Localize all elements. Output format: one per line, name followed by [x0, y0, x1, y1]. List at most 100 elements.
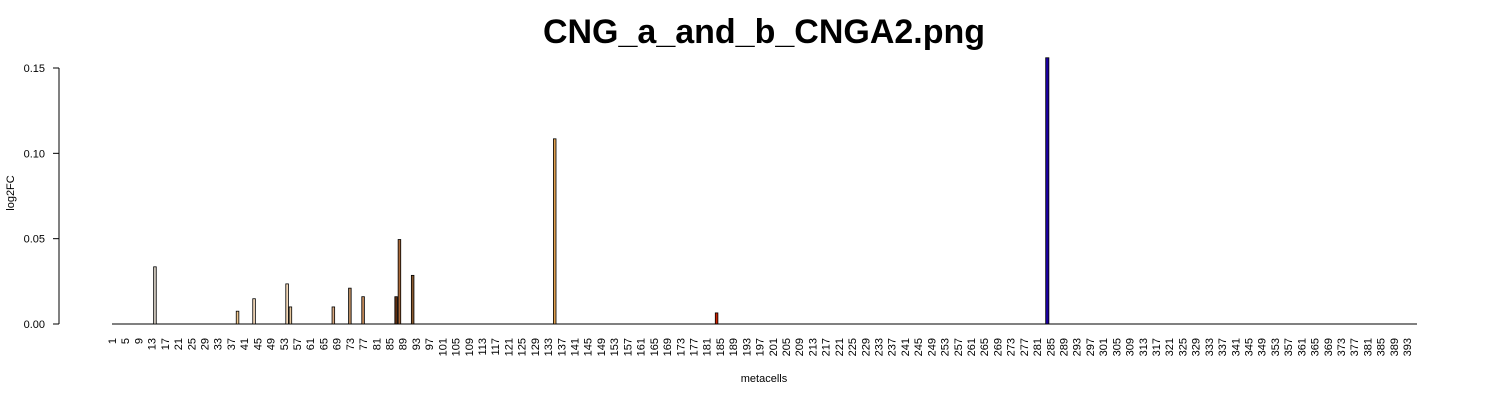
x-tick-label: 113	[477, 338, 489, 356]
x-tick-label: 29	[200, 338, 212, 350]
x-tick-label: 225	[847, 338, 859, 356]
x-tick-label: 25	[186, 338, 198, 350]
chart-title: CNG_a_and_b_CNGA2.png	[543, 13, 985, 51]
x-tick-label: 293	[1072, 338, 1084, 356]
y-tick-label: 0.10	[24, 148, 45, 160]
bars-group	[153, 57, 1050, 325]
x-tick-label: 221	[834, 338, 846, 356]
bar-metacell-68	[331, 306, 336, 325]
x-tick-label: 137	[556, 338, 568, 356]
x-tick-label: 229	[860, 338, 872, 356]
x-tick-label: 205	[781, 338, 793, 356]
x-tick-label: 37	[226, 338, 238, 350]
x-tick-label: 109	[464, 338, 476, 356]
x-tick-label: 253	[940, 338, 952, 356]
x-tick-label: 17	[160, 338, 172, 350]
x-tick-label: 61	[305, 338, 317, 350]
x-tick-label: 93	[411, 338, 423, 350]
x-tick-label: 57	[292, 338, 304, 350]
x-axis-label: metacells	[741, 373, 788, 385]
x-tick-label: 121	[503, 338, 515, 356]
x-tick-label: 301	[1098, 338, 1110, 356]
x-tick-label: 381	[1362, 338, 1374, 356]
x-tick-label: 281	[1032, 338, 1044, 356]
x-tick-label: 309	[1125, 338, 1137, 356]
x-tick-label: 133	[543, 338, 555, 356]
x-tick-label: 213	[807, 338, 819, 356]
x-tick-label: 173	[675, 338, 687, 356]
x-tick-label: 257	[953, 338, 965, 356]
x-tick-label: 277	[1019, 338, 1031, 356]
x-tick-label: 117	[490, 338, 502, 356]
x-tick-label: 73	[345, 338, 357, 350]
x-tick-label: 353	[1270, 338, 1282, 356]
x-tick-label: 9	[133, 338, 145, 344]
x-tick-label: 233	[873, 338, 885, 356]
x-axis: 1 5 9 13 17 21 25 29 33 37 41 45 49 53 57 61 65 69 73 77 81 8…	[107, 323, 1417, 356]
x-tick-label: 5	[120, 338, 132, 344]
x-tick-label: 201	[768, 338, 780, 356]
x-tick-label: 285	[1045, 338, 1057, 356]
bar-metacell-14	[153, 266, 157, 325]
x-tick-label: 65	[318, 338, 330, 350]
x-tick-label: 33	[213, 338, 225, 350]
x-tick-label: 241	[900, 338, 912, 356]
x-tick-label: 369	[1323, 338, 1335, 356]
x-tick-label: 313	[1138, 338, 1150, 356]
x-tick-label: 337	[1217, 338, 1229, 356]
x-tick-label: 333	[1204, 338, 1216, 356]
bar-metacell-184	[714, 312, 719, 325]
x-tick-label: 345	[1244, 338, 1256, 356]
x-tick-label: 129	[530, 338, 542, 356]
bar-metacell-73	[348, 287, 352, 325]
x-tick-label: 185	[715, 338, 727, 356]
x-tick-label: 177	[688, 338, 700, 356]
x-tick-label: 261	[966, 338, 978, 356]
y-tick-label: 0.15	[24, 63, 45, 75]
x-tick-label: 317	[1151, 338, 1163, 356]
x-tick-label: 297	[1085, 338, 1097, 356]
x-tick-label: 321	[1164, 338, 1176, 356]
x-tick-label: 377	[1349, 338, 1361, 356]
y-axis: 0.00 0.05 0.10 0.15	[24, 63, 60, 331]
x-tick-label: 393	[1402, 338, 1414, 356]
x-tick-label: 249	[926, 338, 938, 356]
x-tick-label: 273	[1006, 338, 1018, 356]
x-tick-label: 53	[279, 338, 291, 350]
x-tick-label: 141	[570, 338, 582, 356]
x-tick-label: 1	[107, 338, 119, 344]
x-tick-label: 153	[609, 338, 621, 356]
x-tick-label: 373	[1336, 338, 1348, 356]
x-tick-label: 105	[451, 338, 463, 356]
bar-metacell-77	[361, 296, 365, 325]
bar-metacell-44	[252, 298, 256, 325]
bar-metacell-39	[235, 310, 240, 325]
x-tick-label: 149	[596, 338, 608, 356]
bar-metacell-87	[394, 296, 398, 325]
x-tick-label: 125	[517, 338, 529, 356]
x-tick-label: 361	[1296, 338, 1308, 356]
x-tick-label: 245	[913, 338, 925, 356]
x-tick-label: 85	[385, 338, 397, 350]
x-tick-label: 389	[1389, 338, 1401, 356]
x-tick-label: 329	[1191, 338, 1203, 356]
bar-metacell-284	[1045, 57, 1050, 325]
x-tick-label: 349	[1257, 338, 1269, 356]
x-tick-label: 305	[1111, 338, 1123, 356]
x-tick-label: 209	[794, 338, 806, 356]
x-tick-label: 81	[371, 338, 383, 350]
x-tick-label: 341	[1230, 338, 1242, 356]
x-tick-label: 385	[1376, 338, 1388, 356]
x-tick-label: 157	[622, 338, 634, 356]
x-tick-label: 325	[1177, 338, 1189, 356]
x-tick-label: 181	[702, 338, 714, 356]
x-tick-label: 89	[398, 338, 410, 350]
x-tick-label: 289	[1058, 338, 1070, 356]
x-tick-label: 189	[728, 338, 740, 356]
x-tick-label: 237	[887, 338, 899, 356]
x-tick-label: 365	[1310, 338, 1322, 356]
bar-metacell-54	[285, 283, 289, 325]
x-tick-label: 161	[636, 338, 648, 356]
x-tick-label: 217	[821, 338, 833, 356]
